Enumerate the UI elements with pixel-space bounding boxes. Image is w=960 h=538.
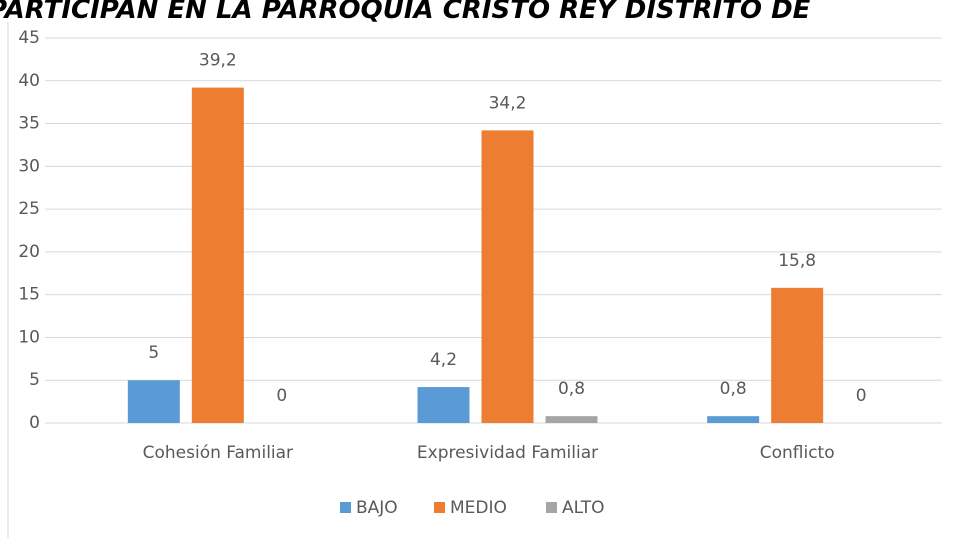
bar [707,416,760,423]
value-label: 34,2 [489,93,527,113]
y-tick-label: 40 [18,71,40,91]
bar [127,380,180,423]
y-tick-label: 30 [18,156,40,176]
bar [771,287,824,423]
legend-swatch [546,502,557,513]
y-tick-label: 5 [29,370,40,390]
value-label: 39,2 [199,51,237,71]
y-tick-label: 35 [18,114,40,134]
value-label: 0 [276,386,287,406]
y-tick-label: 0 [29,413,40,433]
value-label: 4,2 [430,350,457,370]
x-tick-label: Expresividad Familiar [417,443,598,463]
bar [481,130,534,423]
bar [191,87,244,423]
legend-label: MEDIO [450,498,507,518]
bar [545,416,598,423]
value-label: 15,8 [778,251,816,271]
legend-label: BAJO [356,498,398,518]
y-tick-label: 10 [18,327,40,347]
y-tick-label: 20 [18,242,40,262]
value-label: 0 [856,386,867,406]
value-label: 0,8 [720,379,747,399]
legend-swatch [434,502,445,513]
y-tick-label: 15 [18,285,40,305]
y-tick-label: 45 [18,28,40,48]
legend-swatch [340,502,351,513]
bar [417,387,470,423]
value-label: 0,8 [558,379,585,399]
x-tick-label: Conflicto [760,443,835,463]
chart-title: PARTICIPAN EN LA PARROQUIA CRISTO REY DI… [0,0,811,25]
legend-label: ALTO [562,498,605,518]
value-label: 5 [148,343,159,363]
x-tick-label: Cohesión Familiar [143,443,293,463]
y-tick-label: 25 [18,199,40,219]
